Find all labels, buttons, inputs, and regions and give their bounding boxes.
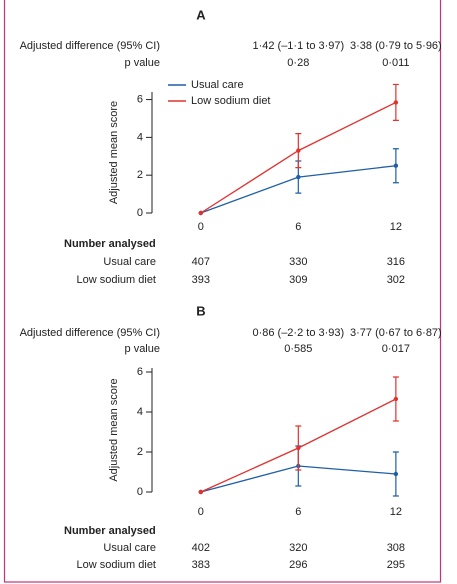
- annotation-label: Adjusted difference (95% CI): [20, 327, 160, 339]
- x-tick-label: 6: [295, 506, 301, 518]
- y-axis-label: Adjusted mean score: [108, 378, 120, 481]
- count: 320: [289, 542, 307, 554]
- count: 393: [192, 274, 210, 286]
- row-label: Low sodium diet: [77, 274, 157, 286]
- point: [393, 471, 399, 477]
- x-tick-label: 6: [295, 221, 301, 233]
- x-tick-label: 12: [390, 221, 402, 233]
- count: 407: [192, 256, 210, 268]
- y-tick-label: 0: [137, 207, 143, 219]
- annotation-label: Adjusted difference (95% CI): [20, 40, 160, 52]
- point: [296, 174, 301, 180]
- point: [198, 489, 203, 495]
- count: 383: [192, 559, 210, 571]
- count: 296: [289, 559, 307, 571]
- panel-title: B: [196, 303, 205, 318]
- legend-label: Low sodium diet: [191, 95, 271, 107]
- point: [296, 148, 301, 153]
- y-tick-label: 2: [137, 169, 143, 181]
- y-tick-label: 4: [137, 406, 143, 418]
- y-tick-label: 4: [137, 131, 143, 143]
- row-label: Usual care: [103, 542, 156, 554]
- row-label: Low sodium diet: [77, 559, 157, 571]
- point: [393, 163, 399, 168]
- point: [198, 210, 203, 216]
- y-tick-label: 0: [137, 486, 143, 498]
- count: 302: [387, 274, 405, 286]
- p-value: 0·585: [284, 343, 312, 355]
- difference: 3·77 (0·67 to 6·87): [350, 327, 442, 339]
- p-label: p value: [125, 57, 160, 69]
- y-axis-label: Adjusted mean score: [108, 101, 120, 204]
- legend-label: Usual care: [191, 79, 244, 91]
- difference: 3·38 (0·79 to 5·96): [350, 40, 442, 52]
- count: 295: [387, 559, 405, 571]
- x-tick-label: 0: [198, 221, 204, 233]
- count: 316: [387, 256, 405, 268]
- count: 402: [192, 542, 210, 554]
- point: [393, 100, 399, 105]
- x-tick-label: 0: [198, 506, 204, 518]
- y-tick-label: 6: [137, 93, 143, 105]
- difference: 0·86 (–2·2 to 3·93): [252, 327, 344, 339]
- y-tick-label: 2: [137, 446, 143, 458]
- point: [393, 396, 399, 402]
- frame: [3, 0, 442, 583]
- p-label: p value: [125, 343, 160, 355]
- count: 330: [289, 256, 307, 268]
- difference: 1·42 (–1·1 to 3·97): [252, 40, 344, 52]
- p-value: 0·011: [382, 57, 409, 69]
- y-tick-label: 6: [137, 366, 143, 378]
- table-title: Number analysed: [64, 238, 156, 250]
- point: [296, 445, 301, 451]
- p-value: 0·28: [287, 57, 309, 69]
- x-tick-label: 12: [390, 506, 402, 518]
- p-value: 0·017: [382, 343, 410, 355]
- count: 309: [289, 274, 307, 286]
- panel-title: A: [196, 7, 206, 22]
- table-title: Number analysed: [64, 525, 156, 537]
- row-label: Usual care: [103, 256, 156, 268]
- count: 308: [387, 542, 405, 554]
